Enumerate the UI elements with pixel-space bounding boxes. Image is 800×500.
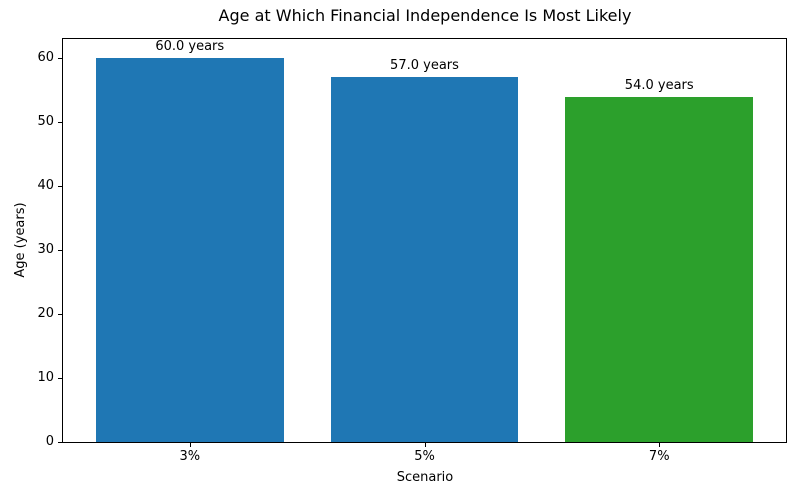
x-tick-label: 3% bbox=[179, 449, 201, 464]
y-tick-mark bbox=[58, 314, 62, 316]
x-axis-label: Scenario bbox=[396, 470, 454, 485]
x-tick-mark bbox=[659, 443, 661, 447]
y-tick-mark bbox=[58, 250, 62, 252]
bar-value-label: 54.0 years bbox=[624, 77, 694, 93]
y-tick-mark bbox=[58, 58, 62, 60]
y-tick-mark bbox=[58, 122, 62, 124]
x-tick-mark bbox=[424, 443, 426, 447]
chart-title: Age at Which Financial Independence Is M… bbox=[218, 6, 632, 25]
y-tick-label: 10 bbox=[37, 370, 54, 386]
plot-area bbox=[58, 38, 787, 447]
y-tick-label: 30 bbox=[37, 242, 54, 258]
x-tick-label: 7% bbox=[648, 449, 670, 464]
y-tick-label: 20 bbox=[37, 306, 54, 322]
y-tick-label: 60 bbox=[37, 50, 54, 66]
y-tick-mark bbox=[58, 186, 62, 188]
y-tick-mark bbox=[58, 378, 62, 380]
y-tick-mark bbox=[58, 442, 62, 443]
x-tick-label: 5% bbox=[414, 449, 435, 464]
bar-7% bbox=[565, 96, 754, 442]
y-tick-label: 40 bbox=[37, 178, 54, 194]
y-tick-label: 50 bbox=[37, 114, 54, 130]
bar-value-label: 60.0 years bbox=[155, 39, 225, 55]
bar-value-label: 57.0 years bbox=[390, 58, 459, 74]
bar-5% bbox=[330, 77, 519, 442]
y-axis-label: Age (years) bbox=[13, 202, 28, 278]
bar-3% bbox=[95, 58, 284, 442]
y-tick-label: 0 bbox=[45, 434, 54, 449]
x-tick-mark bbox=[189, 443, 191, 447]
